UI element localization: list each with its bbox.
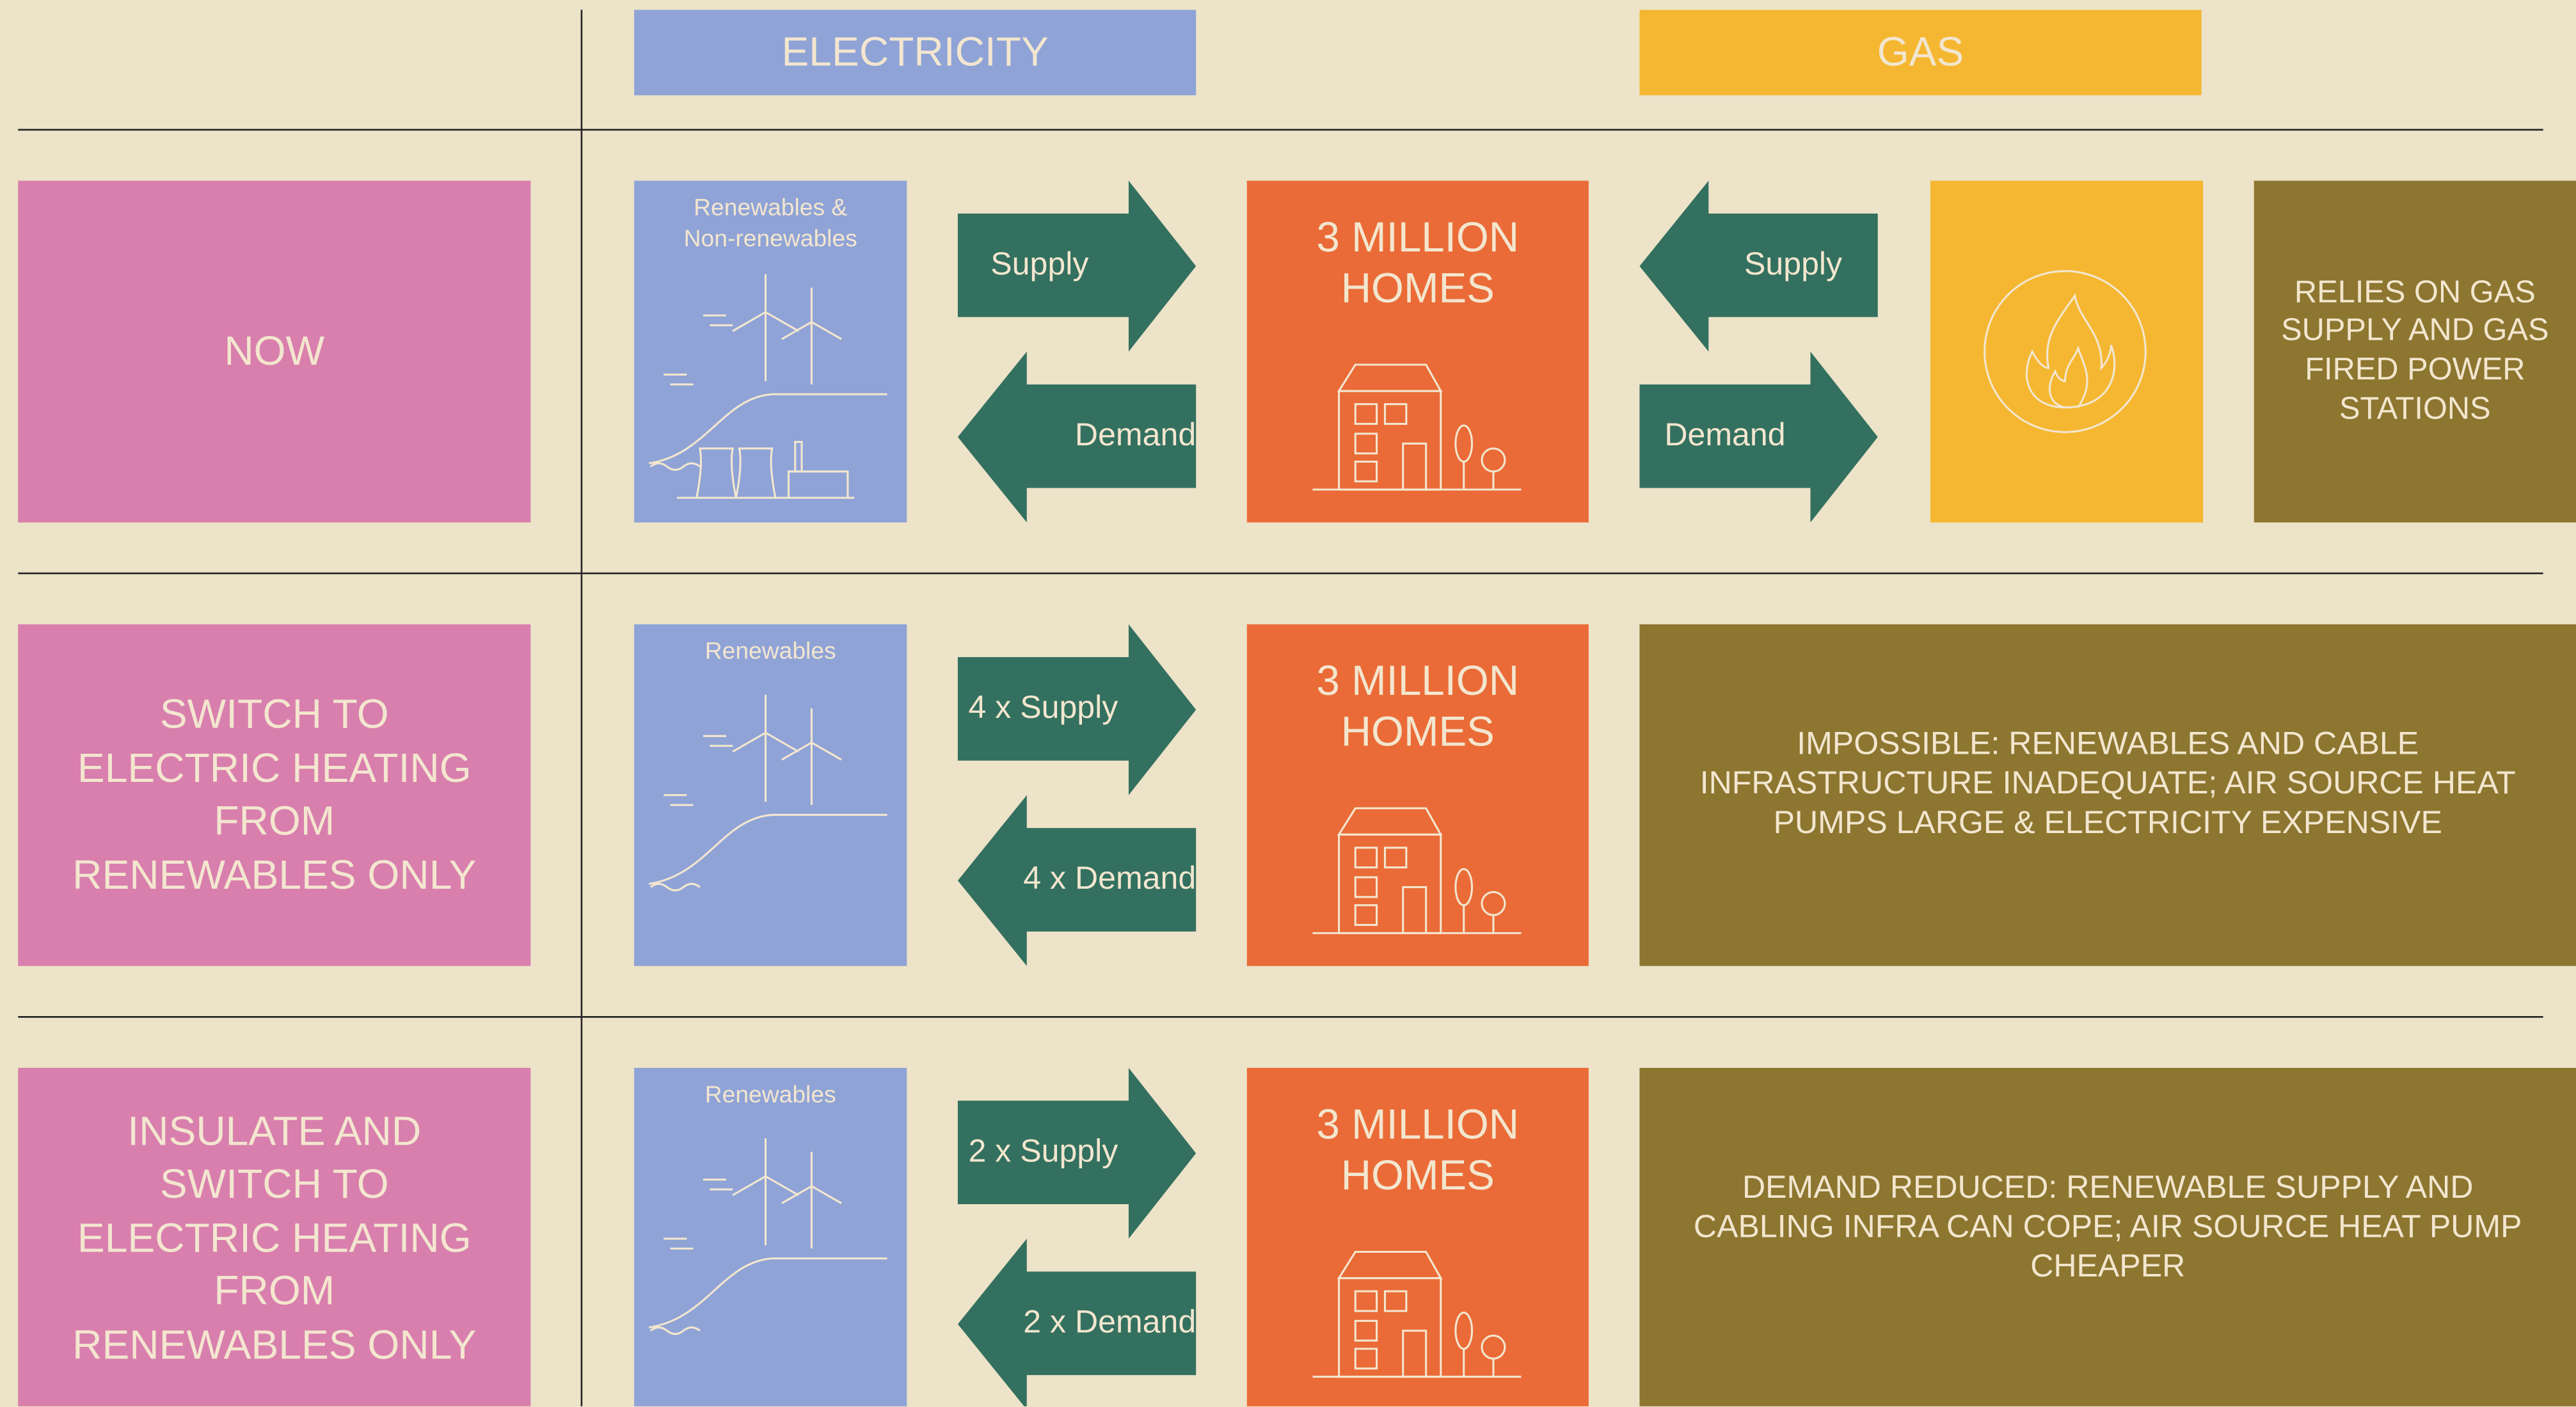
source-label: Renewables: [634, 1081, 907, 1111]
demand-label: Demand: [1027, 385, 1196, 488]
row-label: NOW: [18, 180, 530, 522]
note: DEMAND REDUCED: RENEWABLE SUPPLY AND CAB…: [1639, 1068, 2576, 1406]
homes-label: 3 MILLION HOMES: [1247, 1101, 1589, 1203]
demand-label: 4 x Demand: [1027, 828, 1196, 932]
gas-demand-label: Demand: [1639, 385, 1810, 488]
homes-label: 3 MILLION HOMES: [1247, 657, 1589, 759]
source-label: Renewables & Non-renewables: [634, 194, 907, 256]
gas-header: GAS: [1639, 10, 2201, 95]
homes-label: 3 MILLION HOMES: [1247, 214, 1589, 316]
page: {"headers": {"electricity": "ELECTRICITY…: [0, 0, 2576, 1407]
gas-supply-label: Supply: [1708, 214, 1877, 317]
source-box: [634, 1068, 907, 1406]
source-label: Renewables: [634, 637, 907, 668]
gas-box: [1930, 180, 2203, 522]
note: RELIES ON GAS SUPPLY AND GAS FIRED POWER…: [2254, 180, 2576, 522]
row-label: SWITCH TO ELECTRIC HEATING FROM RENEWABL…: [18, 624, 530, 966]
supply-label: Supply: [958, 214, 1129, 317]
demand-label: 2 x Demand: [1027, 1271, 1196, 1375]
row-label: INSULATE AND SWITCH TO ELECTRIC HEATING …: [18, 1068, 530, 1406]
supply-label: 2 x Supply: [958, 1101, 1129, 1204]
electricity-header: ELECTRICITY: [634, 10, 1196, 95]
diagram: ELECTRICITY GAS NOW Renewables & Non-rene…: [0, 0, 2576, 1406]
supply-label: 4 x Supply: [958, 657, 1129, 761]
note: IMPOSSIBLE: RENEWABLES AND CABLE INFRAST…: [1639, 624, 2576, 966]
